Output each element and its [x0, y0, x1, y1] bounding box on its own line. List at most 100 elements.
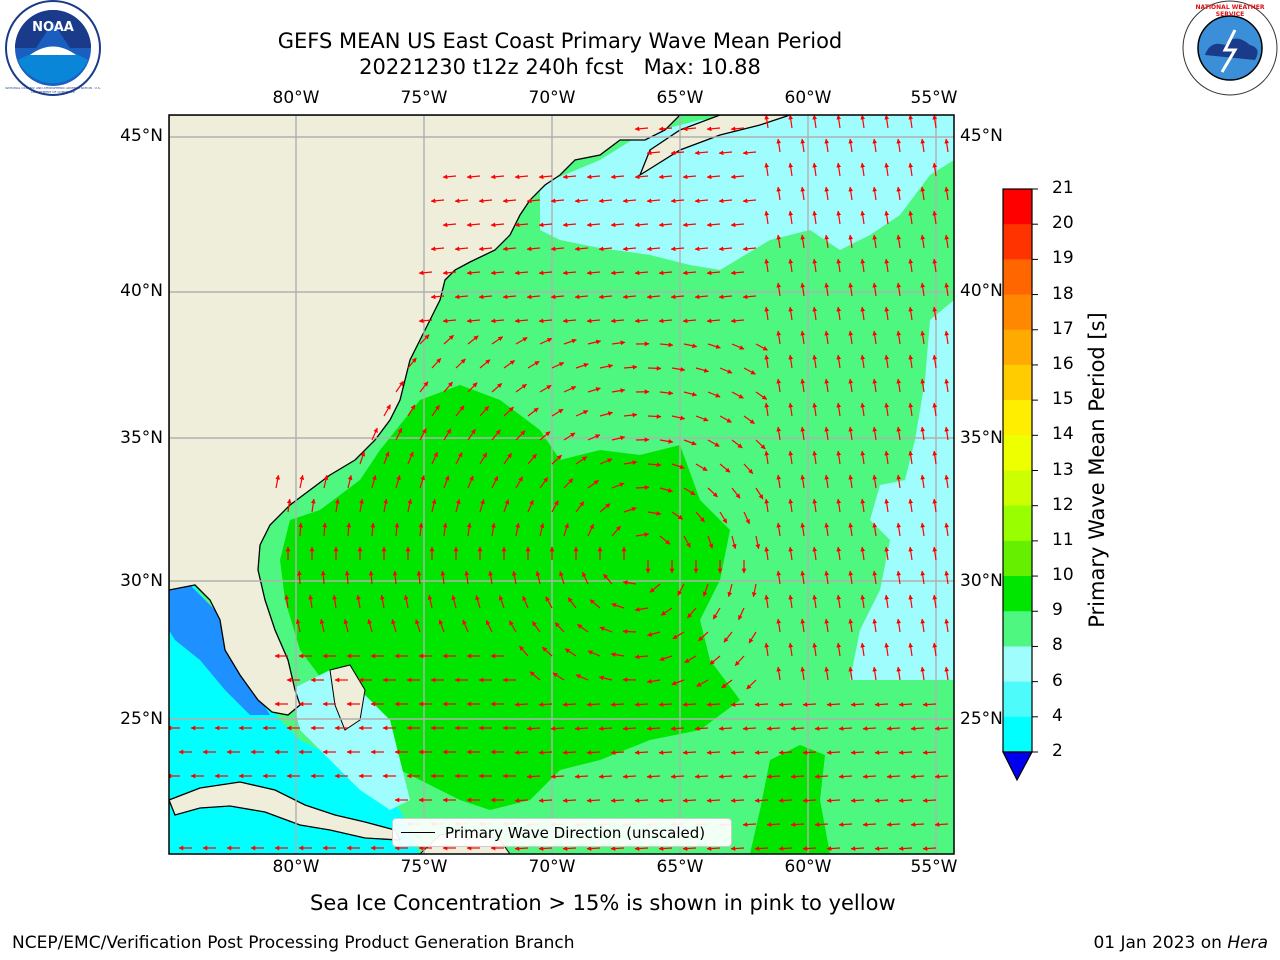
wave-arrow — [515, 476, 524, 489]
wave-arrow — [836, 546, 842, 561]
wave-arrow — [872, 570, 878, 585]
wave-arrow — [562, 222, 577, 228]
wave-arrow — [944, 378, 950, 393]
wave-arrow — [438, 619, 445, 633]
wave-arrow — [479, 452, 488, 465]
wave-arrow — [479, 359, 491, 369]
wave-arrow — [874, 798, 889, 803]
wave-arrow — [564, 648, 577, 657]
wave-arrow — [514, 846, 529, 851]
wave-arrow — [587, 434, 601, 441]
wave-arrow — [824, 522, 830, 537]
wave-arrow — [944, 282, 950, 297]
wave-arrow — [622, 246, 637, 252]
wave-arrow — [743, 367, 756, 375]
wave-arrow — [527, 360, 540, 369]
wave-arrow — [634, 126, 649, 132]
wave-arrow — [738, 607, 745, 621]
wave-arrow — [586, 798, 601, 803]
wave-arrow — [932, 162, 938, 177]
wave-arrow — [718, 294, 733, 300]
wave-arrow — [407, 357, 417, 369]
wave-arrow — [836, 306, 842, 321]
wave-arrow — [634, 270, 649, 276]
wave-arrow — [598, 675, 613, 681]
wave-arrow — [860, 354, 866, 369]
wave-arrow — [659, 390, 674, 396]
wave-arrow — [634, 654, 649, 660]
wave-arrow — [922, 798, 937, 803]
wave-arrow — [860, 642, 866, 657]
lon-label-top: 80°W — [272, 88, 320, 108]
wave-arrow — [682, 318, 697, 324]
machine-name: Hera — [1227, 933, 1268, 953]
wave-arrow — [884, 498, 890, 513]
wave-arrow — [776, 426, 782, 441]
wave-arrow — [754, 750, 769, 755]
wave-arrow — [776, 474, 782, 489]
wave-arrow — [622, 294, 637, 300]
wave-arrow — [800, 474, 806, 489]
wave-arrow — [766, 726, 781, 731]
wave-arrow — [731, 535, 737, 550]
colorbar-segment — [1003, 716, 1032, 753]
wave-arrow — [659, 655, 673, 662]
wave-arrow — [526, 246, 541, 252]
wave-arrow — [286, 498, 292, 513]
wave-arrow — [706, 318, 721, 324]
wave-arrow — [764, 594, 770, 609]
wave-arrow — [718, 150, 733, 156]
wave-arrow — [683, 487, 696, 496]
wave-arrow — [526, 294, 541, 300]
wave-arrow — [672, 631, 685, 640]
wave-arrow — [706, 702, 721, 707]
wave-arrow — [431, 498, 437, 513]
colorbar-tick-label: 14 — [1052, 424, 1074, 445]
wave-arrow — [920, 330, 926, 345]
lon-label-top: 60°W — [784, 88, 832, 108]
wave-arrow — [755, 343, 768, 351]
wave-arrow — [623, 364, 638, 370]
wave-arrow — [812, 402, 818, 417]
noaa-logo-text: NOAA — [32, 20, 74, 35]
wave-arrow — [764, 498, 770, 513]
wave-arrow — [623, 506, 637, 513]
wave-arrow — [944, 522, 950, 537]
wave-arrow — [838, 822, 853, 827]
wave-arrow — [730, 798, 745, 803]
wave-arrow — [824, 474, 830, 489]
wave-arrow — [836, 642, 842, 657]
lat-label-left: 30°N — [120, 571, 163, 591]
wave-arrow — [848, 138, 854, 153]
colorbar-segment — [1003, 294, 1032, 331]
wave-arrow — [538, 846, 553, 851]
wave-arrow — [611, 602, 625, 609]
wave-arrow — [599, 411, 613, 417]
wave-arrow — [622, 629, 637, 634]
wave-arrow — [788, 594, 794, 609]
chart-title-line2: 20221230 t12z 240h fcst Max: 10.88 — [359, 55, 761, 79]
run-date: 01 Jan 2023 on Hera — [1093, 933, 1268, 953]
wave-arrow — [475, 595, 481, 609]
wave-arrow — [635, 532, 650, 537]
wave-arrow — [707, 535, 714, 549]
wave-arrow — [415, 619, 421, 633]
wave-arrow — [550, 198, 565, 204]
wave-arrow — [395, 427, 403, 441]
wave-arrow — [884, 594, 890, 609]
wave-arrow — [706, 174, 721, 180]
wave-arrow — [694, 198, 709, 204]
land-nova-scotia — [638, 115, 791, 177]
wave-arrow — [764, 642, 770, 657]
wave-arrow — [695, 367, 709, 373]
wave-arrow — [788, 115, 794, 129]
wave-arrow — [920, 474, 926, 489]
wave-arrow — [611, 482, 625, 489]
wave-arrow — [742, 198, 757, 204]
wave-arrow — [755, 391, 768, 400]
wave-arrow — [647, 414, 662, 419]
wave-arrow — [551, 454, 563, 465]
wave-arrow — [454, 294, 469, 300]
wave-arrow — [908, 210, 914, 225]
wave-arrow — [677, 583, 685, 596]
